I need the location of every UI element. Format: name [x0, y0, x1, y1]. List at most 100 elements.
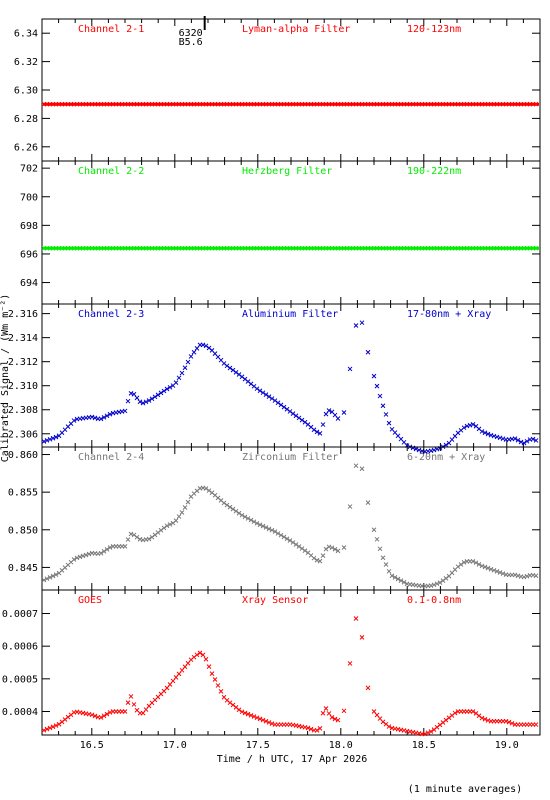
- data-point: [335, 548, 341, 554]
- data-point: [365, 349, 371, 355]
- data-point: [359, 635, 365, 640]
- data-point: [236, 707, 242, 713]
- data-point: [533, 101, 539, 107]
- data-point: [152, 394, 158, 400]
- data-point: [512, 436, 518, 441]
- data-point: [89, 712, 95, 718]
- data-point: [377, 546, 383, 552]
- data-point: [470, 559, 476, 564]
- data-points: [41, 320, 539, 454]
- data-point: [47, 436, 53, 442]
- data-point: [203, 486, 209, 491]
- data-point: [524, 438, 530, 444]
- data-points: [41, 245, 539, 251]
- data-point: [53, 572, 59, 577]
- data-point: [185, 359, 191, 365]
- channel-name: Channel 2-2: [78, 166, 144, 177]
- data-point: [386, 420, 392, 426]
- data-point: [347, 661, 353, 666]
- data-point: [365, 685, 371, 691]
- data-point: [533, 722, 539, 727]
- data-point: [230, 506, 236, 512]
- data-point: [254, 386, 260, 392]
- data-point: [323, 706, 329, 711]
- data-point: [320, 422, 326, 427]
- data-point: [359, 466, 365, 472]
- data-point: [308, 726, 314, 732]
- panel-2: 694 696 698 700 702 Channel 2-2 Herzberg Filte…: [20, 160, 541, 305]
- data-point: [179, 370, 185, 376]
- data-point: [185, 499, 191, 505]
- data-point: [461, 425, 467, 431]
- data-point: [287, 538, 293, 543]
- data-point: [245, 516, 251, 521]
- data-point: [377, 393, 383, 399]
- data-point: [260, 717, 266, 723]
- data-point: [272, 398, 278, 403]
- data-point: [473, 560, 479, 566]
- data-point: [365, 500, 371, 505]
- data-point: [203, 656, 209, 662]
- data-point: [317, 558, 323, 564]
- data-point: [101, 713, 107, 719]
- data-point: [455, 564, 461, 570]
- data-point: [533, 438, 539, 443]
- data-point: [335, 416, 341, 421]
- data-point: [98, 416, 104, 422]
- data-point: [209, 671, 215, 676]
- data-point: [290, 540, 296, 545]
- data-point: [41, 577, 47, 583]
- x-tick-label: 18.0: [329, 740, 353, 751]
- data-point: [104, 711, 110, 717]
- data-point: [326, 408, 332, 413]
- data-point: [374, 536, 380, 542]
- data-point: [296, 544, 302, 549]
- data-point: [359, 320, 365, 326]
- data-point: [125, 537, 131, 542]
- wavelength-band: 0.1-0.8nm: [407, 595, 461, 606]
- data-points: [41, 463, 539, 589]
- data-point: [263, 718, 269, 724]
- data-point: [425, 730, 431, 736]
- data-point: [92, 713, 98, 719]
- x-axis-label: Time / h UTC, 17 Apr 2026: [217, 754, 368, 765]
- data-point: [497, 570, 503, 575]
- x-tick-label: 19.0: [495, 740, 519, 751]
- data-point: [47, 725, 53, 731]
- data-point: [287, 409, 293, 414]
- data-point: [428, 729, 434, 734]
- data-point: [257, 522, 263, 528]
- data-point: [104, 413, 110, 419]
- data-point: [218, 688, 224, 694]
- data-point: [323, 411, 329, 417]
- data-point: [299, 546, 305, 551]
- data-point: [515, 437, 521, 443]
- data-point: [389, 573, 395, 579]
- data-point: [395, 576, 401, 582]
- data-point: [314, 728, 320, 733]
- panel-frame: [41, 446, 541, 591]
- data-point: [485, 431, 491, 437]
- data-point: [485, 565, 491, 571]
- channel-name: GOES: [78, 595, 102, 606]
- x-tick-label: 17.5: [246, 740, 270, 751]
- data-point: [353, 616, 359, 621]
- data-point: [341, 410, 347, 415]
- data-point: [146, 536, 152, 542]
- x-tick-label: 17.0: [163, 740, 187, 751]
- data-point: [434, 581, 440, 587]
- data-point: [101, 548, 107, 554]
- channel-name: Channel 2-1: [78, 24, 144, 35]
- data-point: [221, 500, 227, 506]
- data-point: [491, 567, 497, 573]
- data-point: [347, 366, 353, 372]
- y-tick-label: 0.0004: [2, 707, 38, 718]
- data-point: [482, 564, 488, 570]
- data-point: [104, 547, 110, 552]
- data-point: [203, 343, 209, 349]
- data-point: [518, 439, 524, 445]
- data-point: [254, 715, 260, 721]
- data-point: [101, 414, 107, 420]
- data-point: [293, 413, 299, 419]
